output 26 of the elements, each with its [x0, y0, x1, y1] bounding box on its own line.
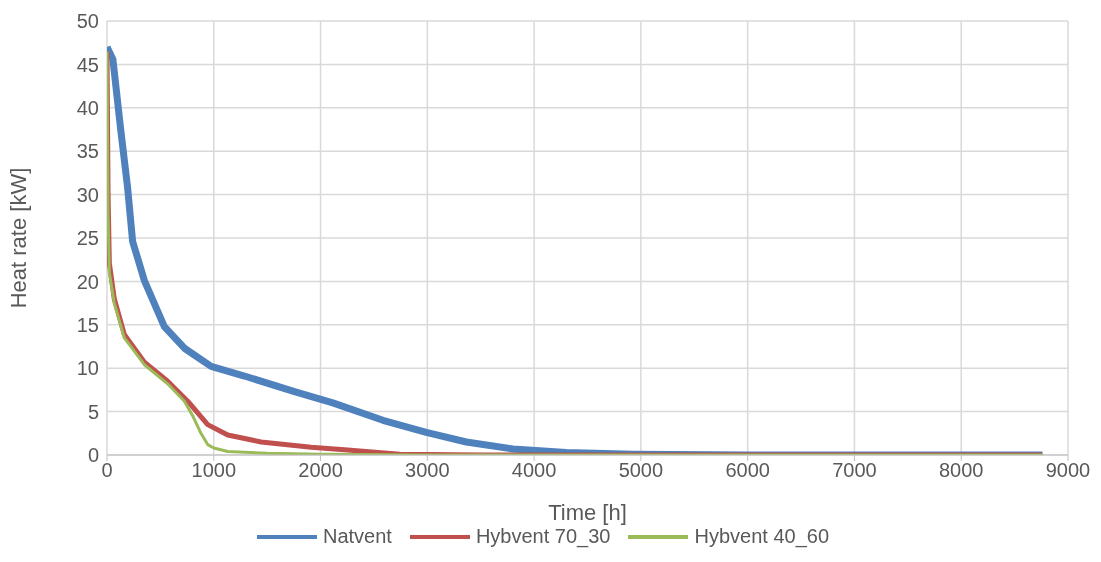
- y-tick-label: 45: [76, 53, 99, 76]
- y-tick-label: 5: [87, 400, 99, 423]
- legend-label: Hybvent 40_60: [694, 525, 830, 548]
- x-tick-label: 0: [101, 459, 113, 482]
- x-tick-label: 3000: [405, 459, 450, 482]
- legend-label: Hybvent 70_30: [475, 525, 611, 548]
- x-tick-label: 8000: [938, 459, 984, 482]
- y-tick-label: 15: [76, 313, 99, 336]
- y-tick-label: 0: [87, 444, 99, 467]
- x-tick-label: 2000: [298, 459, 343, 482]
- x-tick-label: 4000: [511, 459, 557, 482]
- x-axis-title: Time [h]: [548, 500, 627, 525]
- y-tick-label: 40: [76, 96, 99, 119]
- y-tick-label: 25: [76, 227, 99, 250]
- legend-label: Natvent: [322, 525, 392, 548]
- y-axis-title: Heat rate [kW]: [5, 167, 31, 309]
- y-tick-label: 50: [76, 10, 99, 33]
- y-tick-label: 30: [76, 183, 99, 206]
- y-tick-label: 35: [76, 140, 99, 163]
- x-tick-label: 6000: [725, 459, 770, 482]
- x-tick-label: 5000: [618, 459, 664, 482]
- y-tick-label: 10: [76, 357, 99, 380]
- x-tick-label: 7000: [832, 459, 877, 482]
- x-tick-label: 1000: [191, 459, 237, 482]
- x-tick-label: 9000: [1045, 459, 1091, 482]
- y-tick-label: 20: [76, 270, 99, 293]
